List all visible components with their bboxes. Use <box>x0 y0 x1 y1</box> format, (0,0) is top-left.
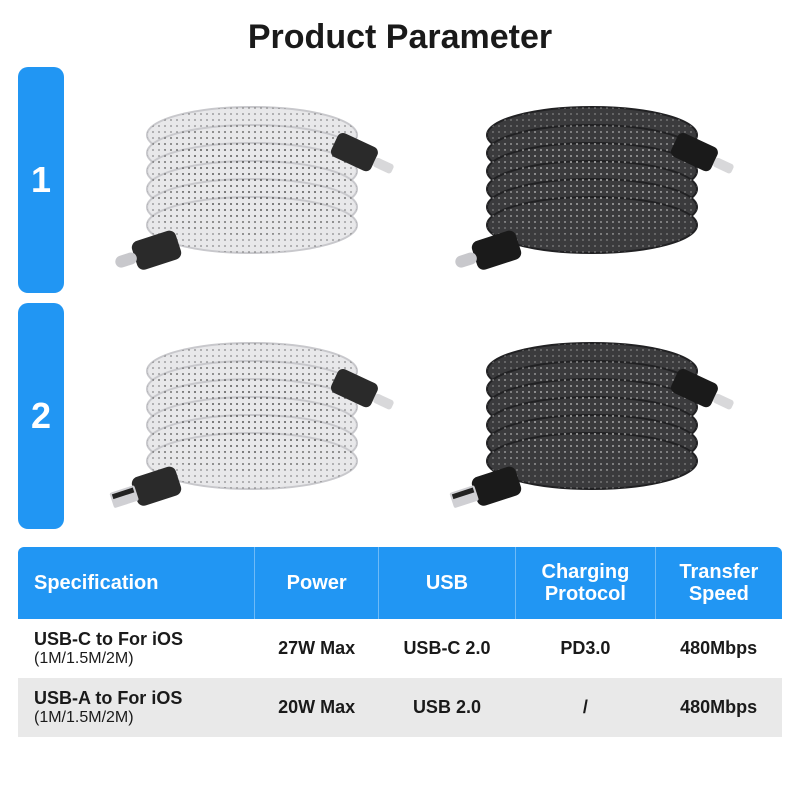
cell-spec: USB-A to For iOS (1M/1.5M/2M) <box>18 678 255 737</box>
cell-speed: 480Mbps <box>655 678 782 737</box>
cell-power: 20W Max <box>255 678 378 737</box>
cell-usb: USB 2.0 <box>378 678 515 737</box>
table-row: USB-A to For iOS (1M/1.5M/2M) 20W Max US… <box>18 678 782 737</box>
cell-power: 27W Max <box>255 619 378 678</box>
col-specification: Specification <box>18 547 255 619</box>
cell-spec: USB-C to For iOS (1M/1.5M/2M) <box>18 619 255 678</box>
page-title: Product Parameter <box>0 0 800 67</box>
col-transfer-speed: TransferSpeed <box>655 547 782 619</box>
cell-speed: 480Mbps <box>655 619 782 678</box>
cable-light-icon <box>102 311 412 521</box>
cable-light-icon <box>102 75 412 285</box>
col-usb: USB <box>378 547 515 619</box>
row-number-badge: 1 <box>18 67 64 293</box>
cell-protocol: PD3.0 <box>516 619 656 678</box>
table-row: USB-C to For iOS (1M/1.5M/2M) 27W Max US… <box>18 619 782 678</box>
product-row-2: 2 <box>18 303 782 529</box>
product-row-1: 1 <box>18 67 782 293</box>
row-number-badge: 2 <box>18 303 64 529</box>
spec-table-wrap: Specification Power USB ChargingProtocol… <box>0 539 800 737</box>
cell-usb: USB-C 2.0 <box>378 619 515 678</box>
spec-table: Specification Power USB ChargingProtocol… <box>18 547 782 737</box>
col-charging-protocol: ChargingProtocol <box>516 547 656 619</box>
row-images <box>72 303 782 529</box>
col-power: Power <box>255 547 378 619</box>
row-images <box>72 67 782 293</box>
cable-dark-icon <box>442 75 752 285</box>
product-rows: 1 2 <box>0 67 800 529</box>
cable-dark-icon <box>442 311 752 521</box>
cell-protocol: / <box>516 678 656 737</box>
